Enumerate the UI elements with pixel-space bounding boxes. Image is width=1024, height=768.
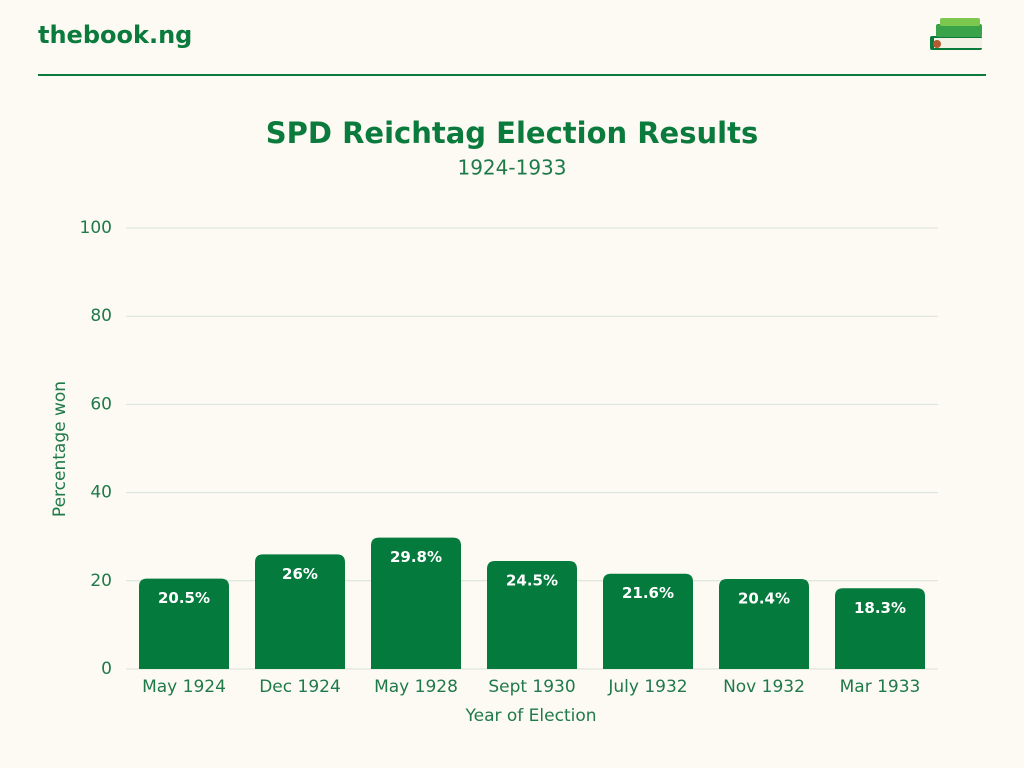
x-tick-label: May 1928 [374, 677, 458, 697]
x-axis-label: Year of Election [464, 706, 596, 726]
value-label: 20.4% [738, 590, 790, 608]
y-tick-label: 20 [90, 571, 112, 591]
value-label: 21.6% [622, 584, 674, 602]
bar [371, 537, 461, 669]
x-tick-label: Sept 1930 [488, 677, 575, 697]
x-tick-label: Mar 1933 [840, 677, 921, 697]
bar [835, 588, 925, 669]
y-tick-label: 80 [90, 306, 112, 326]
x-tick-label: Dec 1924 [259, 677, 341, 697]
chart-title: SPD Reichtag Election Results [266, 116, 758, 150]
y-tick-label: 60 [90, 394, 112, 414]
y-tick-label: 0 [101, 659, 112, 679]
bar [255, 554, 345, 669]
value-label: 24.5% [506, 571, 558, 589]
brand: thebook.ng [38, 21, 192, 49]
logo-icon [930, 18, 982, 50]
y-axis-label: Percentage won [50, 381, 70, 517]
value-label: 20.5% [158, 589, 210, 607]
value-label: 29.8% [390, 548, 442, 566]
bar [603, 573, 693, 669]
y-tick-label: 100 [80, 218, 112, 238]
x-tick-label: May 1924 [142, 677, 226, 697]
chart-subtitle: 1924-1933 [457, 156, 566, 180]
y-tick-label: 40 [90, 483, 112, 503]
bar [719, 579, 809, 669]
value-label: 18.3% [854, 599, 906, 617]
x-tick-label: Nov 1932 [723, 677, 805, 697]
bar [139, 578, 229, 669]
bar [487, 560, 577, 669]
value-label: 26% [282, 565, 318, 583]
x-tick-label: July 1932 [607, 677, 687, 697]
